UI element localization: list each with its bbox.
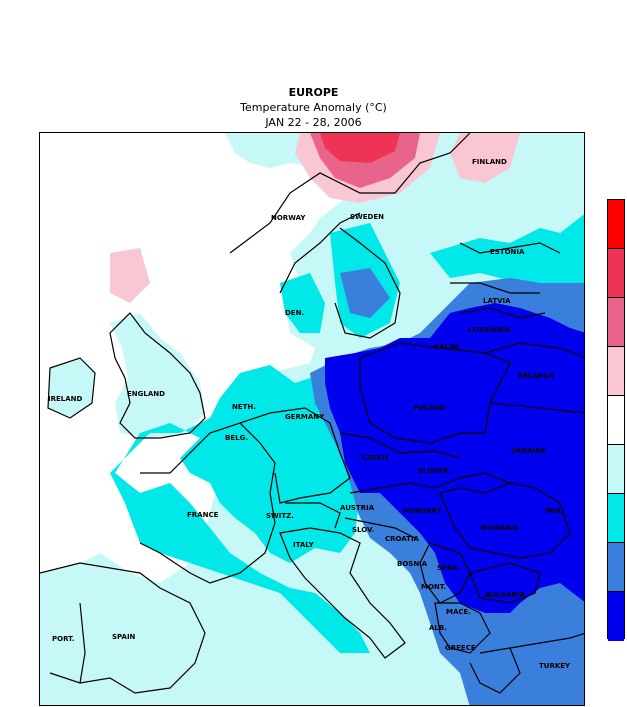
label-bulgaria: BULGARIA [485, 591, 526, 599]
label-france: FRANCE [187, 511, 219, 519]
legend-swatch [608, 200, 624, 249]
label-belgium: BELG. [225, 434, 248, 442]
label-slovakia: SLOVAK. [418, 467, 451, 475]
label-serbia: SERB. [437, 564, 460, 572]
anomaly-region-deep-blue [325, 303, 584, 613]
legend-swatch [608, 347, 624, 396]
label-macedonia: MACE. [446, 608, 471, 616]
map-title: EUROPE [288, 86, 339, 99]
label-slovenia: SLOV. [352, 526, 374, 534]
legend-swatch [608, 445, 624, 494]
label-england: ENGLAND [127, 390, 165, 398]
label-hungary: HUNGARY [403, 507, 443, 515]
label-turkey: TURKEY [539, 662, 571, 670]
label-portugal: PORT. [52, 635, 75, 643]
label-estonia: ESTONIA [490, 248, 525, 256]
label-poland: POLAND [413, 404, 446, 412]
label-finland: FINLAND [472, 158, 507, 166]
label-germany: GERMANY [285, 413, 325, 421]
legend-swatch [608, 592, 624, 641]
label-austria: AUSTRIA [340, 504, 375, 512]
label-greece: GREECE [445, 644, 476, 652]
label-denmark: DEN. [285, 309, 304, 317]
temperature-anomaly-map: FINLAND NORWAY SWEDEN ESTONIA LATVIA LIT… [39, 132, 585, 706]
label-bosnia: BOSNIA [397, 560, 428, 568]
label-switzerland: SWITZ. [266, 512, 294, 520]
legend-swatch [608, 494, 624, 543]
label-belarus: BELARUS [518, 372, 554, 380]
label-spain: SPAIN [112, 633, 136, 641]
anomaly-region-cyan [110, 358, 370, 653]
color-legend [607, 199, 625, 641]
label-croatia: CROATIA [385, 535, 420, 543]
label-ukraine: UKRAINE [511, 447, 546, 455]
label-norway: NORWAY [271, 214, 306, 222]
label-moldova: MOL. [545, 507, 565, 515]
legend-swatch [608, 249, 624, 298]
label-sweden: SWEDEN [350, 213, 384, 221]
label-romania: ROMANIA [481, 524, 519, 532]
label-latvia: LATVIA [483, 297, 511, 305]
legend-swatch [608, 543, 624, 592]
legend-swatch [608, 396, 624, 445]
label-italy: ITALY [293, 541, 315, 549]
label-netherlands: NETH. [232, 403, 256, 411]
map-subtitle: Temperature Anomaly (°C) [240, 101, 387, 114]
label-ireland: IRELAND [48, 395, 83, 403]
label-kaliningrad: KALIN. [434, 343, 460, 351]
legend-swatch [608, 298, 624, 347]
label-lithuania: LITHUANIA [468, 326, 511, 334]
label-montenegro: MONT. [421, 583, 446, 591]
label-czech: CZECH [362, 454, 388, 462]
map-date-range: JAN 22 - 28, 2006 [265, 116, 362, 129]
label-albania: ALB. [429, 624, 447, 632]
